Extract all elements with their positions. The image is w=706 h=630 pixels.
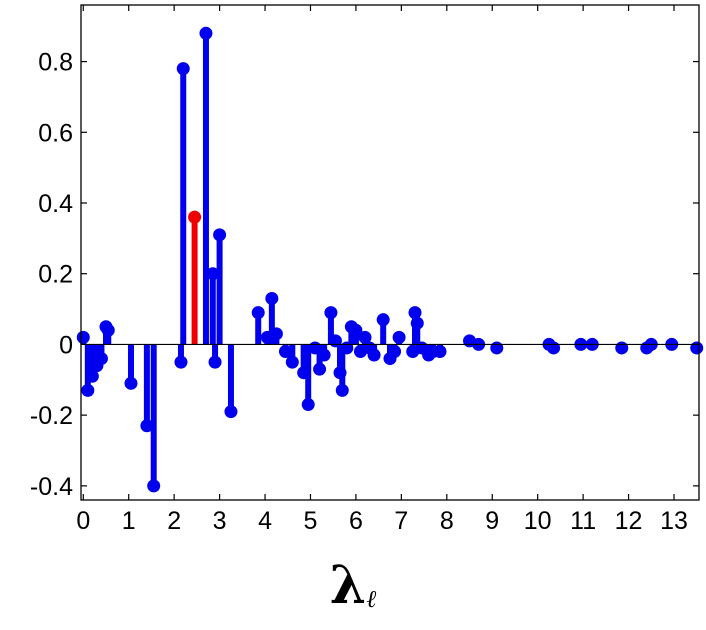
stem-marker (199, 26, 213, 40)
stem-marker (174, 355, 188, 369)
x-tick-label: 7 (394, 507, 408, 535)
stem-marker (208, 355, 222, 369)
markers-layer (76, 26, 704, 493)
y-tick-label: -0.2 (30, 402, 73, 430)
stem-marker (101, 323, 115, 337)
stem-marker (251, 306, 265, 320)
stem-marker (367, 348, 381, 362)
stem-marker (690, 341, 704, 355)
highlighted-stem-marker (188, 210, 202, 224)
stem-marker (76, 330, 90, 344)
x-tick-label: 5 (304, 507, 318, 535)
stem-marker (376, 313, 390, 327)
y-tick-label: 0.4 (38, 190, 73, 218)
stem-marker (388, 345, 402, 358)
x-tick-label: 11 (570, 507, 596, 535)
y-tick-label: 0.6 (38, 119, 73, 147)
stem-chart: 0 1 2 3 4 5 6 7 8 9 10 11 12 13-0.4-0.200.20.40.60.8 (30, 4, 704, 535)
y-tick-label: 0 (59, 331, 73, 359)
x-tick-label: 0 (76, 507, 90, 535)
stem-marker (358, 330, 372, 344)
stem-marker (147, 479, 161, 493)
stem-marker (349, 323, 363, 337)
stem-marker (94, 352, 108, 366)
stem-marker (140, 419, 154, 433)
plot-frame (80, 4, 700, 501)
stem-marker (269, 327, 283, 341)
stem-marker (333, 366, 347, 380)
x-tick-label: 9 (485, 507, 499, 535)
x-tick-label: 6 (349, 507, 363, 535)
x-axis-label-symbol: λ (329, 555, 367, 616)
stem-marker (81, 383, 95, 397)
x-tick-label: 12 (615, 507, 643, 535)
x-tick-label: 3 (213, 507, 227, 535)
stem-marker (224, 405, 238, 419)
stem-marker (408, 306, 422, 320)
stem-marker (340, 341, 354, 355)
stem-marker (328, 334, 342, 348)
y-tick-label: 0.2 (38, 261, 73, 289)
x-tick-label: 10 (524, 507, 552, 535)
stem-marker (278, 345, 292, 358)
stem-marker (206, 267, 220, 281)
x-axis-label-subscript: ℓ (366, 585, 377, 614)
stem-marker (285, 355, 299, 369)
stem-marker (392, 330, 406, 344)
stem-marker (410, 316, 424, 330)
y-tick-label: 0.8 (38, 49, 73, 77)
stem-marker (335, 383, 349, 397)
stem-marker (547, 341, 561, 355)
stem-marker (265, 291, 279, 305)
x-axis-label: λℓ (0, 555, 706, 616)
x-tick-label: 8 (440, 507, 454, 535)
x-tick-label: 2 (167, 507, 181, 535)
stem-marker (85, 369, 99, 383)
stem-marker (313, 362, 327, 376)
stem-marker (301, 398, 315, 412)
stem-marker (324, 306, 338, 320)
y-tick-label: -0.4 (30, 473, 73, 501)
x-tick-label: 4 (258, 507, 272, 535)
stem-marker (124, 376, 138, 390)
stem-marker (490, 341, 504, 355)
x-tick-label: 1 (122, 507, 136, 535)
stem-marker (433, 345, 447, 358)
stem-marker (317, 348, 331, 362)
stem-marker (213, 228, 227, 242)
stem-marker (176, 62, 190, 76)
axes-layer: 0 1 2 3 4 5 6 7 8 9 10 11 12 13-0.4-0.200.20.40.60.8 (30, 4, 700, 535)
x-tick-label: 13 (660, 507, 688, 535)
stem-marker (615, 341, 629, 355)
stems-layer (80, 33, 700, 486)
stem-marker (297, 366, 311, 380)
